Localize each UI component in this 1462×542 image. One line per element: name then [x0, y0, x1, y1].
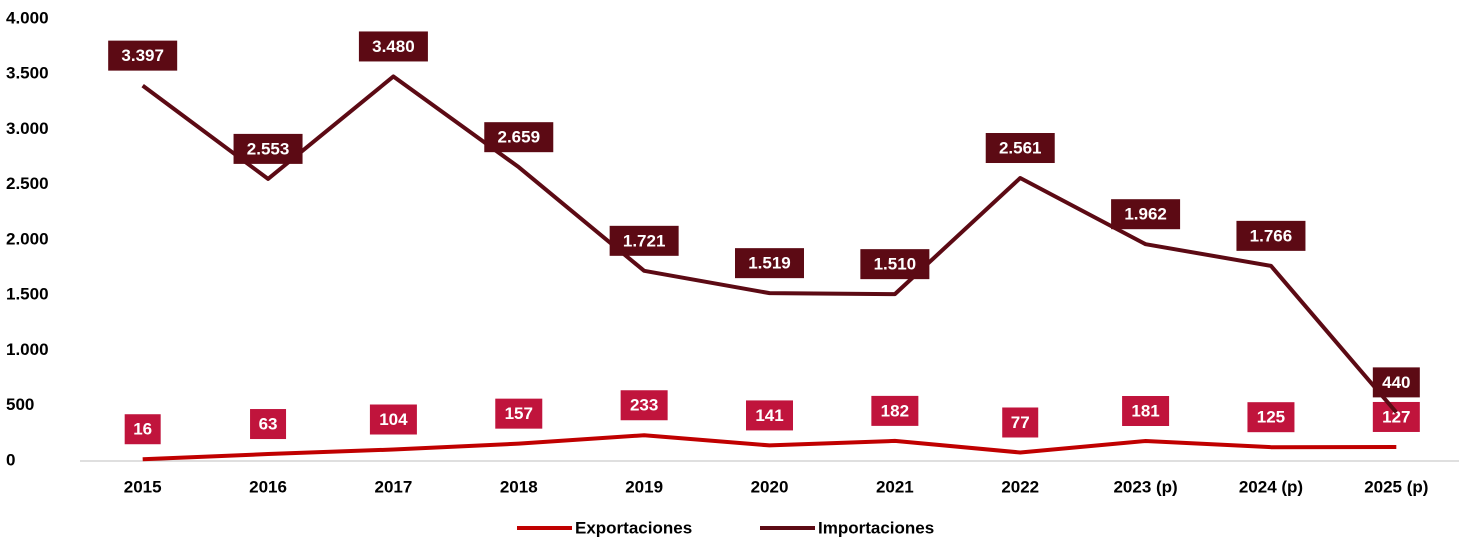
- value-label-box: [358, 31, 428, 62]
- value-label: 3.397: [121, 46, 164, 65]
- value-label: 182: [881, 401, 909, 420]
- value-label: 16: [133, 420, 152, 439]
- value-label: 104: [379, 410, 408, 429]
- value-label: 127: [1382, 407, 1410, 426]
- y-tick-label: 3.000: [6, 119, 49, 138]
- value-label-box: [1111, 199, 1181, 230]
- x-tick-label: 2024 (p): [1239, 477, 1303, 496]
- line: [142, 433, 1397, 462]
- x-tick-label: 2025 (p): [1364, 477, 1428, 496]
- value-label: 233: [630, 396, 658, 415]
- value-label-box: [609, 225, 679, 256]
- value-label-box: [1122, 395, 1170, 426]
- y-tick-label: 4.000: [6, 8, 49, 27]
- value-label: 1.766: [1250, 226, 1293, 245]
- legend-label: Exportaciones: [575, 518, 692, 537]
- value-label-box: [1247, 402, 1295, 433]
- x-tick-label: 2018: [500, 477, 538, 496]
- value-label-box: [124, 414, 161, 445]
- value-label-box: [1236, 220, 1306, 251]
- value-label-box: [1002, 407, 1039, 438]
- x-tick-label: 2022: [1001, 477, 1039, 496]
- value-label-box: [735, 248, 804, 279]
- y-tick-label: 0: [6, 450, 15, 469]
- value-label-box: [369, 404, 417, 435]
- value-label-box: [484, 122, 554, 153]
- value-label-box: [985, 133, 1055, 164]
- value-label: 125: [1257, 408, 1285, 427]
- value-label-box: [860, 249, 930, 280]
- x-tick-label: 2019: [625, 477, 663, 496]
- value-label: 440: [1382, 373, 1410, 392]
- value-label-box: [871, 395, 919, 426]
- y-tick-label: 500: [6, 395, 34, 414]
- value-label: 1.519: [748, 254, 791, 273]
- value-label: 141: [755, 406, 783, 425]
- y-tick-label: 3.500: [6, 64, 49, 83]
- y-tick-label: 1.500: [6, 285, 49, 304]
- legend-label: Importaciones: [818, 518, 934, 537]
- value-label-box: [495, 398, 543, 429]
- x-tick-label: 2021: [876, 477, 914, 496]
- value-label: 1.721: [623, 231, 666, 250]
- value-label: 1.510: [874, 255, 917, 274]
- y-tick-label: 2.500: [6, 174, 49, 193]
- value-label: 63: [259, 415, 278, 434]
- x-tick-label: 2020: [751, 477, 789, 496]
- x-tick-label: 2015: [124, 477, 162, 496]
- value-label: 2.553: [247, 139, 290, 158]
- x-tick-label: 2017: [374, 477, 412, 496]
- value-label-box: [1372, 401, 1420, 432]
- x-tick-label: 2016: [249, 477, 287, 496]
- value-label: 181: [1131, 401, 1159, 420]
- line: [141, 74, 1398, 414]
- value-label: 2.659: [497, 128, 540, 147]
- y-tick-label: 2.000: [6, 229, 49, 248]
- value-label: 2.561: [999, 138, 1042, 157]
- value-label-box: [1372, 367, 1420, 398]
- value-label-box: [233, 133, 303, 164]
- value-label-box: [250, 409, 287, 440]
- value-label: 3.480: [372, 37, 415, 56]
- y-tick-label: 1.000: [6, 340, 49, 359]
- value-label: 1.962: [1124, 205, 1167, 224]
- value-label: 77: [1011, 413, 1030, 432]
- value-label-box: [620, 390, 668, 421]
- value-label-box: [108, 40, 178, 71]
- value-label-box: [746, 400, 793, 431]
- x-tick-label: 2023 (p): [1113, 477, 1177, 496]
- value-label: 157: [505, 404, 533, 423]
